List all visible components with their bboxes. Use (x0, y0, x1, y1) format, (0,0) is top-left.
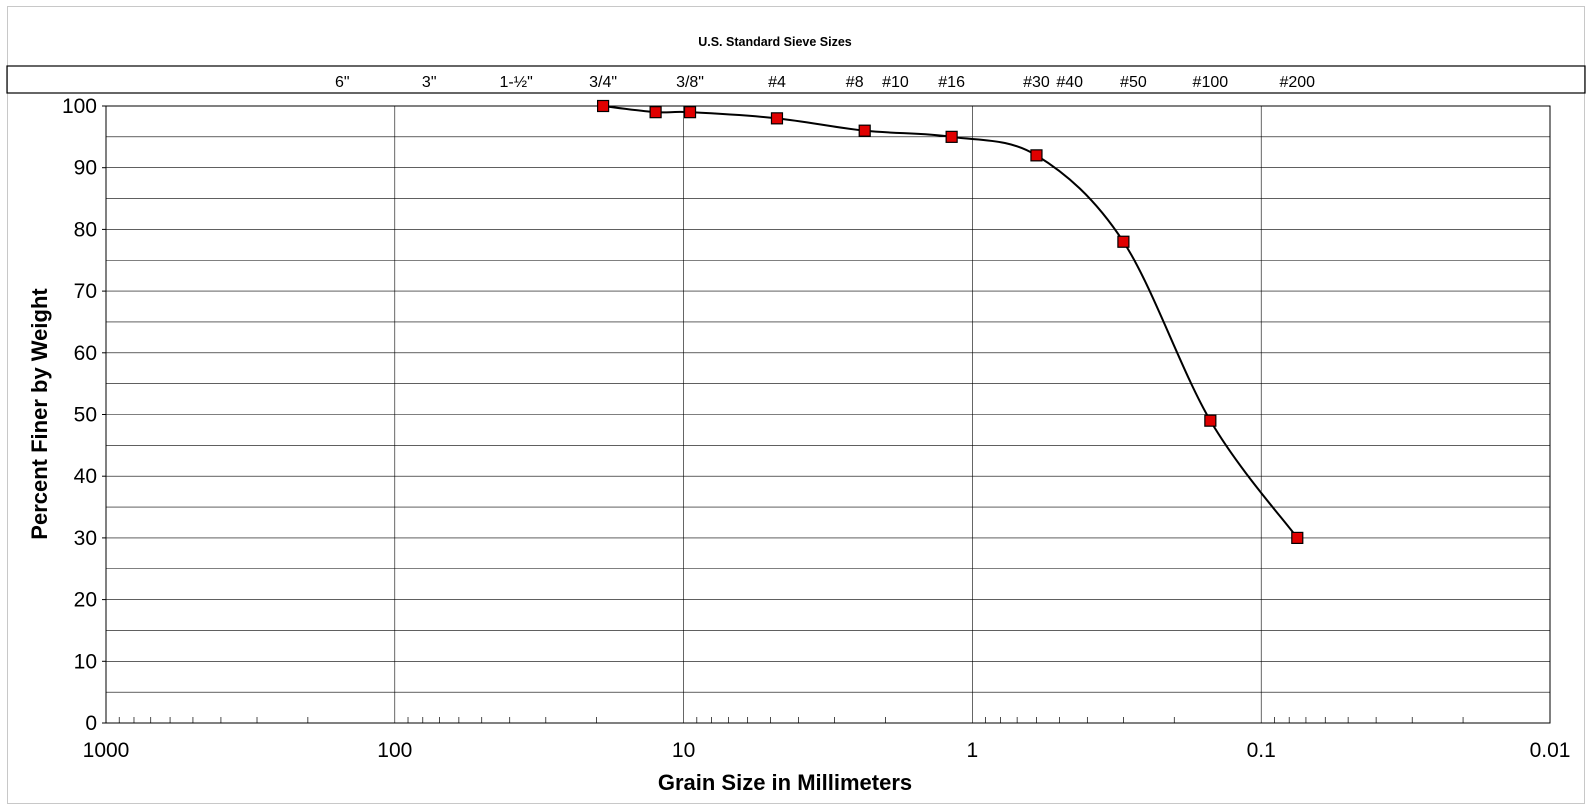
y-tick-label: 90 (74, 157, 97, 180)
sieve-label: 1-½" (500, 74, 533, 91)
y-tick-label: 60 (74, 342, 97, 365)
y-tick-label: 20 (74, 589, 97, 612)
x-axis-title: Grain Size in Millimeters (658, 770, 912, 795)
data-point-marker (596, 99, 610, 113)
sieve-labels: 6" 3" 1-½" 3/4" 3/8" #4 #8 #10 #16 #30 #40 #50 #100 #… (335, 74, 1315, 91)
plot-area (105, 105, 1551, 724)
sieve-label: 3/8" (676, 74, 704, 91)
y-tick-label: 50 (74, 404, 97, 427)
y-axis-title: Percent Finer by Weight (27, 288, 52, 540)
y-tick-label: 30 (74, 527, 97, 550)
x-tick-label: 0.1 (1247, 739, 1276, 762)
sieve-label: #8 (846, 74, 864, 91)
chart-frame (7, 6, 1585, 804)
x-tick-label: 10 (672, 739, 695, 762)
y-tick-label: 70 (74, 280, 97, 303)
sieve-label: #40 (1056, 74, 1083, 91)
sieve-label: #4 (768, 74, 786, 91)
x-tick-label: 1000 (83, 739, 130, 762)
data-point-marker (858, 124, 871, 137)
sieve-label: 6" (335, 74, 350, 91)
sieve-axis-title: U.S. Standard Sieve Sizes (698, 35, 852, 49)
sieve-label: #10 (882, 74, 909, 91)
data-point-marker (1204, 414, 1217, 427)
minor-ticks (118, 717, 1464, 723)
sieve-header-box (6, 65, 1586, 94)
data-point-marker (683, 106, 697, 119)
sieve-label: #16 (938, 74, 965, 91)
y-tick-label: 40 (74, 465, 97, 488)
sieve-label: #200 (1279, 74, 1315, 91)
data-point-marker (1030, 149, 1043, 162)
grid-lines (102, 105, 1550, 724)
x-tick-labels: 1000 100 10 1 0.1 0.01 (83, 739, 1571, 762)
sieve-label: 3" (422, 74, 437, 91)
data-point-marker (1117, 235, 1130, 248)
y-tick-labels: 0 10 20 30 40 50 60 70 80 90 100 (62, 95, 97, 735)
sieve-label: #50 (1120, 74, 1147, 91)
data-markers (596, 99, 1304, 545)
sieve-label: 3/4" (589, 74, 617, 91)
sieve-label: #30 (1023, 74, 1050, 91)
x-tick-label: 100 (377, 739, 412, 762)
y-tick-label: 100 (62, 95, 97, 118)
y-tick-label: 80 (74, 218, 97, 241)
data-point-marker (1291, 531, 1304, 545)
x-tick-label: 0.01 (1530, 739, 1571, 762)
y-tick-label: 0 (85, 712, 97, 735)
data-point-marker (770, 112, 784, 125)
data-point-marker (945, 130, 958, 143)
data-point-marker (649, 106, 662, 119)
y-tick-label: 10 (74, 650, 97, 673)
sieve-label: #100 (1193, 74, 1229, 91)
x-tick-label: 1 (967, 739, 979, 762)
